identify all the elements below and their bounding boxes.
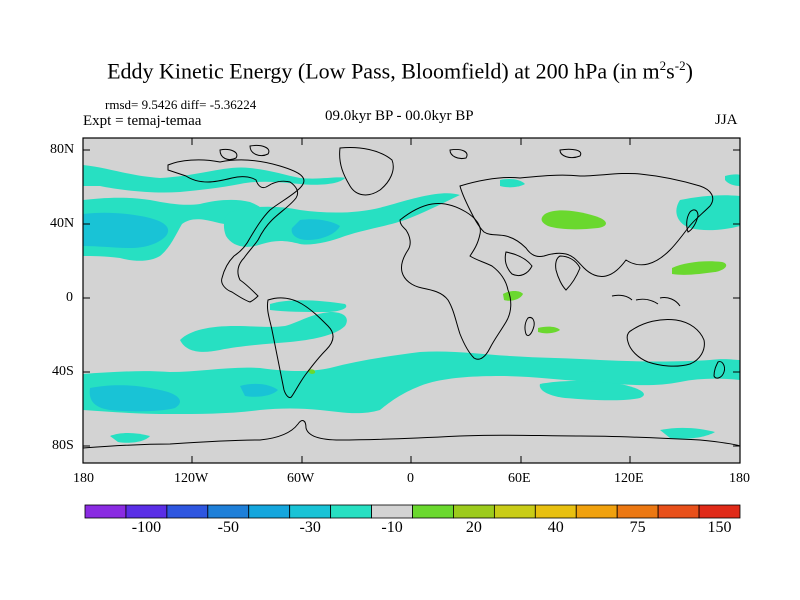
anomaly-pos-west-pacific: [672, 261, 727, 275]
anomaly-sh-south-patch-east: [539, 381, 644, 401]
anomaly-sh-main-band: [83, 351, 740, 414]
title-superscript-1: 2: [659, 58, 667, 73]
colorbar-swatch: [84, 504, 127, 519]
colorbar-label: 20: [465, 519, 482, 536]
anomaly-nh-east-band: [676, 195, 740, 231]
experiment-label: Expt = temaj-temaa: [83, 113, 202, 129]
colorbar-label: -50: [217, 519, 239, 536]
colorbar-label: 40: [547, 519, 564, 536]
colorbar-label: -100: [131, 519, 162, 536]
coast-south-america: [267, 297, 334, 399]
colorbar-swatch: [698, 504, 741, 519]
coast-arabia: [504, 251, 533, 277]
figure-title: Eddy Kinetic Energy (Low Pass, Bloomfiel…: [0, 58, 800, 84]
stats-label: rmsd= 9.5426 diff= -5.36224: [105, 97, 257, 112]
coast-north-america: [167, 159, 305, 303]
colorbar-swatch: [534, 504, 577, 519]
anomaly-nh-pacific-core: [83, 212, 169, 248]
lon-label-180e: 180: [729, 471, 750, 486]
coast-greenland: [339, 147, 394, 196]
lon-label-180w: 180: [73, 471, 94, 486]
colorbar-swatch: [289, 504, 332, 519]
colorbar-swatch: [125, 504, 168, 519]
anomaly-pos-east-africa: [503, 291, 523, 301]
anomaly-sh-pacific-upper: [270, 300, 347, 312]
title-superscript-2: -2: [674, 58, 686, 73]
anomaly-pos-central-asia: [541, 210, 606, 230]
coast-new-zealand: [713, 361, 725, 379]
anomaly-nh-north-atlantic-patch: [500, 179, 525, 188]
anomaly-nh-atlantic-core: [291, 219, 340, 240]
anomaly-nh-atlantic-band: [223, 193, 460, 247]
anomaly-fields: [83, 165, 740, 443]
coast-eurasia: [459, 172, 714, 277]
anomaly-sh-antarctic-patch: [660, 427, 715, 439]
colorbar-label: 150: [707, 519, 732, 536]
colorbar-swatch: [575, 504, 618, 519]
anomaly-sh-core-east: [240, 383, 278, 397]
coast-japan: [686, 209, 699, 233]
coastlines: [82, 145, 741, 449]
colorbar-swatch: [207, 504, 250, 519]
lat-label-80s: 80S: [52, 438, 74, 453]
anomaly-nh-east-edge: [725, 174, 740, 186]
lon-label-0: 0: [407, 471, 414, 486]
colorbar-swatch: [657, 504, 700, 519]
title-unit-s: s: [666, 58, 675, 84]
colorbar-swatch: [616, 504, 659, 519]
title-close: ): [685, 58, 693, 84]
lat-label-40s: 40S: [52, 364, 74, 379]
lat-label-0: 0: [66, 290, 73, 305]
coast-arctic-islands: [219, 145, 582, 161]
colorbar-swatch: [248, 504, 291, 519]
colorbar-swatch: [330, 504, 372, 519]
anomaly-sh-pacific-band: [180, 312, 347, 352]
colorbar-swatch: [371, 504, 413, 519]
figure-title-text: Eddy Kinetic Energy (Low Pass, Bloomfiel…: [107, 58, 660, 84]
colorbar-label: -10: [381, 519, 403, 536]
coast-australia: [626, 319, 705, 367]
colorbar-swatch: [493, 504, 536, 519]
lat-label-40n: 40N: [50, 216, 75, 231]
coast-antarctica: [82, 420, 741, 449]
lat-label-80n: 80N: [50, 142, 75, 157]
anomaly-sh-south-patch-far: [110, 433, 150, 443]
period-label: 09.0kyr BP - 00.0kyr BP: [325, 108, 474, 124]
lon-label-120w: 120W: [174, 471, 209, 486]
lon-label-120e: 120E: [614, 471, 644, 486]
coast-india: [555, 255, 581, 291]
anomaly-pos-indian-ocean: [538, 326, 560, 334]
lon-label-60e: 60E: [508, 471, 531, 486]
coast-indonesia: [611, 294, 681, 307]
axis-ticks: [83, 138, 740, 463]
coast-madagascar: [524, 317, 535, 337]
anomaly-nh-north-band: [83, 165, 345, 193]
colorbar-swatch: [453, 504, 495, 519]
colorbar: [84, 504, 741, 519]
colorbar-swatch: [166, 504, 209, 519]
colorbar-label: 75: [629, 519, 646, 536]
anomaly-pos-south-america-tip: [308, 369, 316, 374]
season-label: JJA: [715, 112, 738, 128]
anomaly-sh-core: [89, 385, 180, 412]
colorbar-swatch: [412, 504, 454, 519]
lon-label-60w: 60W: [287, 471, 315, 486]
colorbar-label: -30: [299, 519, 321, 536]
